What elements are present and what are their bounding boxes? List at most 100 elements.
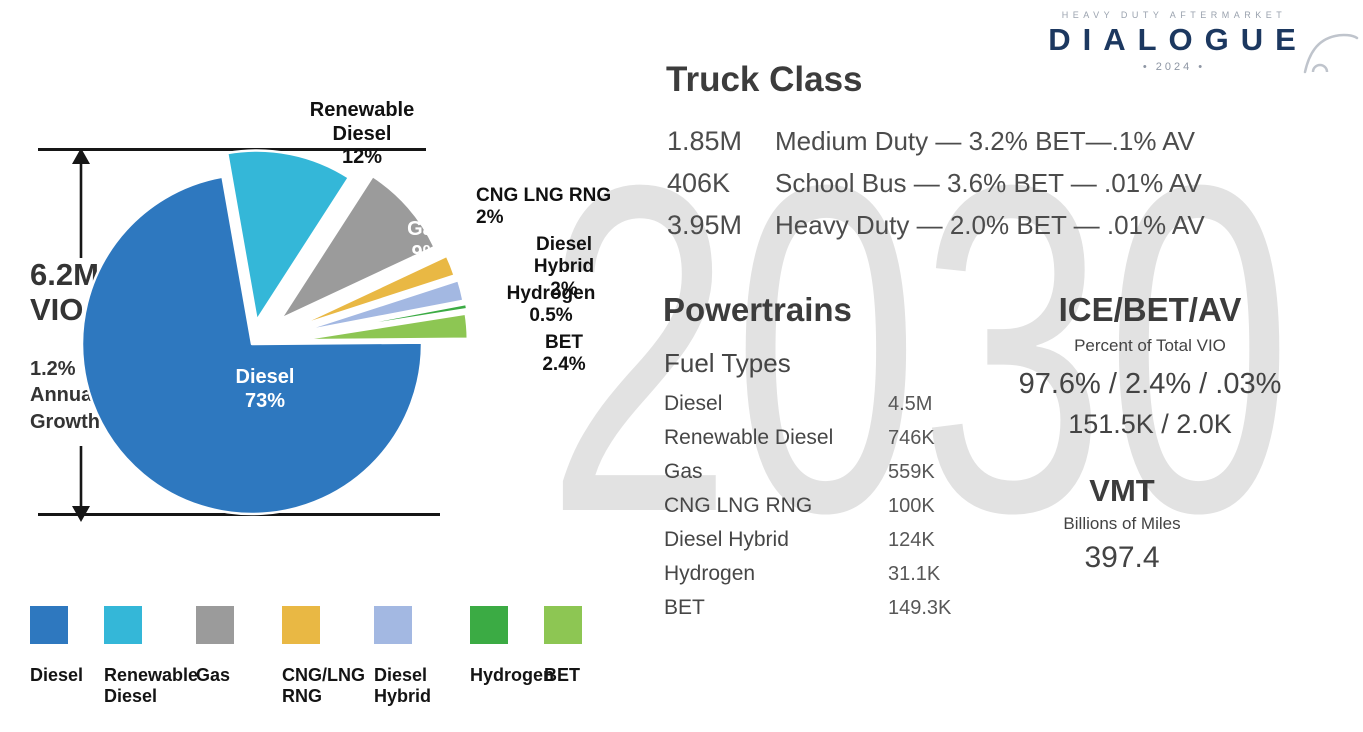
legend-swatch (374, 606, 412, 644)
logo-year: • 2024 • (1142, 61, 1206, 73)
legend-item-diesel: Diesel (30, 606, 104, 706)
legend-label: Diesel (30, 665, 84, 685)
vmt-value: 397.4 (1084, 541, 1160, 574)
fuel-type-name: CNG LNG RNG (664, 494, 813, 517)
truck-class-count: 3.95M (667, 210, 743, 240)
pie-label-value: 73% (244, 389, 286, 412)
truck-class-title: Truck Class (666, 60, 863, 99)
pie-label-cng-lng-rng: CNG LNG RNG 2% (476, 185, 626, 230)
truck-class-list: 1.85M Medium Duty — 3.2% BET—.1% AV 406K Sc… (667, 126, 1205, 252)
pie-label-gas: Gas 9% (394, 218, 458, 265)
pie-label-value: 0.5% (529, 305, 573, 327)
legend-swatch (544, 606, 582, 644)
fuel-type-row-diesel-hybrid: Diesel Hybrid 124K (664, 528, 951, 552)
fuel-type-count: 100K (888, 495, 935, 517)
fuel-type-name: BET (664, 596, 705, 619)
pie-label-text: Gas (407, 218, 445, 240)
vio-unit: VIO (30, 291, 84, 327)
pie-label-renewable-diesel: Renewable Diesel 12% (280, 99, 444, 170)
legend-item-diesel-hybrid: Diesel Hybrid (374, 606, 470, 706)
legend-label: Gas (196, 665, 231, 685)
legend-swatch (104, 606, 142, 644)
fuel-type-row-bet: BET 149.3K (664, 596, 951, 620)
pie-label-hydrogen: Hydrogen 0.5% (505, 283, 597, 328)
legend-item-bet: BET (544, 606, 594, 706)
legend-swatch (282, 606, 320, 644)
pie-label-bet: BET 2.4% (531, 332, 597, 377)
fuel-type-count: 559K (888, 461, 935, 483)
pie-label-text: Renewable Diesel (309, 99, 415, 145)
logo-wordmark: DIALOGUE (1048, 22, 1308, 57)
legend-label: BET (544, 665, 580, 685)
fuel-type-name: Diesel (664, 392, 723, 415)
fuel-type-row-gas: Gas 559K (664, 460, 951, 484)
hdad-logo: HEAVY DUTY AFTERMARKET DIALOGUE • 2024 • (1023, 10, 1359, 74)
legend-swatch (470, 606, 508, 644)
vmt-block: VMT Billions of Miles 397.4 (1002, 473, 1242, 575)
pie-slice-diesel (80, 175, 424, 516)
ice-bet-av-counts: 151.5K / 2.0K (1068, 409, 1232, 439)
truck-outline-icon (1303, 33, 1359, 74)
legend-item-cng-lng-rng: CNG/LNG RNG (282, 606, 374, 706)
watermark-2030: 2030 (546, 88, 1293, 609)
legend-label: Hydrogen (470, 665, 555, 685)
legend-item-renewable-diesel: Renewable Diesel (104, 606, 199, 706)
pie-label-text: Hydrogen (506, 283, 596, 304)
growth-line-3: Growth (30, 410, 100, 433)
logo-tagline: HEAVY DUTY AFTERMARKET (1061, 10, 1287, 20)
legend-label: Renewable Diesel (104, 665, 199, 706)
pie-slice-renewable-diesel (225, 149, 351, 322)
fuel-type-name: Gas (664, 460, 703, 483)
legend-item-hydrogen: Hydrogen (470, 606, 555, 706)
fuel-type-count: 4.5M (888, 393, 933, 415)
pie-slice-bet (296, 312, 470, 342)
fuel-type-count: 746K (888, 427, 935, 449)
pie-label-value: 2.4% (542, 354, 586, 376)
ice-bet-av-title: ICE/BET/AV (1058, 291, 1242, 328)
truck-class-count: 406K (667, 168, 731, 198)
pie-label-value: 2% (476, 207, 504, 229)
growth-line-1: 1.2% (30, 358, 76, 380)
fuel-type-row-cng-lng-rng: CNG LNG RNG 100K (664, 494, 951, 518)
truck-class-row: 406K School Bus — 3.6% BET — .01% AV (667, 168, 1205, 199)
pie-slice-hydrogen (298, 302, 469, 337)
fuel-type-count: 149.3K (888, 597, 952, 619)
truck-class-description: School Bus — 3.6% BET — .01% AV (775, 168, 1202, 198)
pie-label-text: Diesel Hybrid (533, 234, 595, 278)
pie-label-value: 2% (550, 278, 578, 300)
legend-label: Diesel Hybrid (374, 665, 432, 706)
truck-class-description: Heavy Duty — 2.0% BET — .01% AV (775, 210, 1205, 240)
pie-slice-diesel-hybrid (295, 278, 465, 334)
legend-swatch (30, 606, 68, 644)
truck-class-row: 1.85M Medium Duty — 3.2% BET—.1% AV (667, 126, 1205, 157)
fuel-type-row-diesel: Diesel 4.5M (664, 392, 951, 416)
pie-label-text: Diesel (235, 366, 295, 388)
legend-item-gas: Gas (196, 606, 282, 706)
powertrains-title: Powertrains (663, 291, 852, 328)
ice-bet-av-block: ICE/BET/AV Percent of Total VIO 97.6% / … (988, 291, 1312, 440)
fuel-types-table: Diesel 4.5M Renewable Diesel 746K Gas 559K CNG… (664, 392, 951, 630)
vio-value: 6.2M (30, 257, 99, 292)
pie-label-diesel: Diesel 73% (198, 366, 332, 413)
fuel-type-name: Hydrogen (664, 562, 756, 585)
ice-bet-av-percentages: 97.6% / 2.4% / .03% (1018, 368, 1282, 400)
fuel-type-row-hydrogen: Hydrogen 31.1K (664, 562, 951, 586)
vmt-title: VMT (1089, 473, 1155, 508)
legend-label: CNG/LNG RNG (282, 665, 365, 706)
truck-class-description: Medium Duty — 3.2% BET—.1% AV (775, 126, 1195, 156)
fuel-type-name: Diesel Hybrid (664, 528, 789, 551)
truck-class-count: 1.85M (667, 126, 743, 156)
bottom-boundary-line (38, 513, 440, 516)
fuel-type-legend: Diesel Renewable Diesel Gas CNG/LNG RNG Dies… (30, 606, 594, 706)
pie-label-value: 12% (341, 146, 383, 169)
vio-annual-growth: 1.2% Annual Growth (30, 356, 100, 435)
pie-label-text: CNG LNG RNG (476, 185, 612, 206)
pie-label-diesel-hybrid: Diesel Hybrid 2% (504, 234, 624, 301)
vmt-subtitle: Billions of Miles (1063, 514, 1181, 533)
legend-swatch (196, 606, 234, 644)
fuel-type-count: 124K (888, 529, 935, 551)
pie-label-text: BET (545, 332, 583, 353)
ice-bet-av-subtitle: Percent of Total VIO (1074, 336, 1226, 355)
vio-total: 6.2M VIO (30, 257, 99, 327)
growth-line-2: Annual (30, 384, 98, 407)
